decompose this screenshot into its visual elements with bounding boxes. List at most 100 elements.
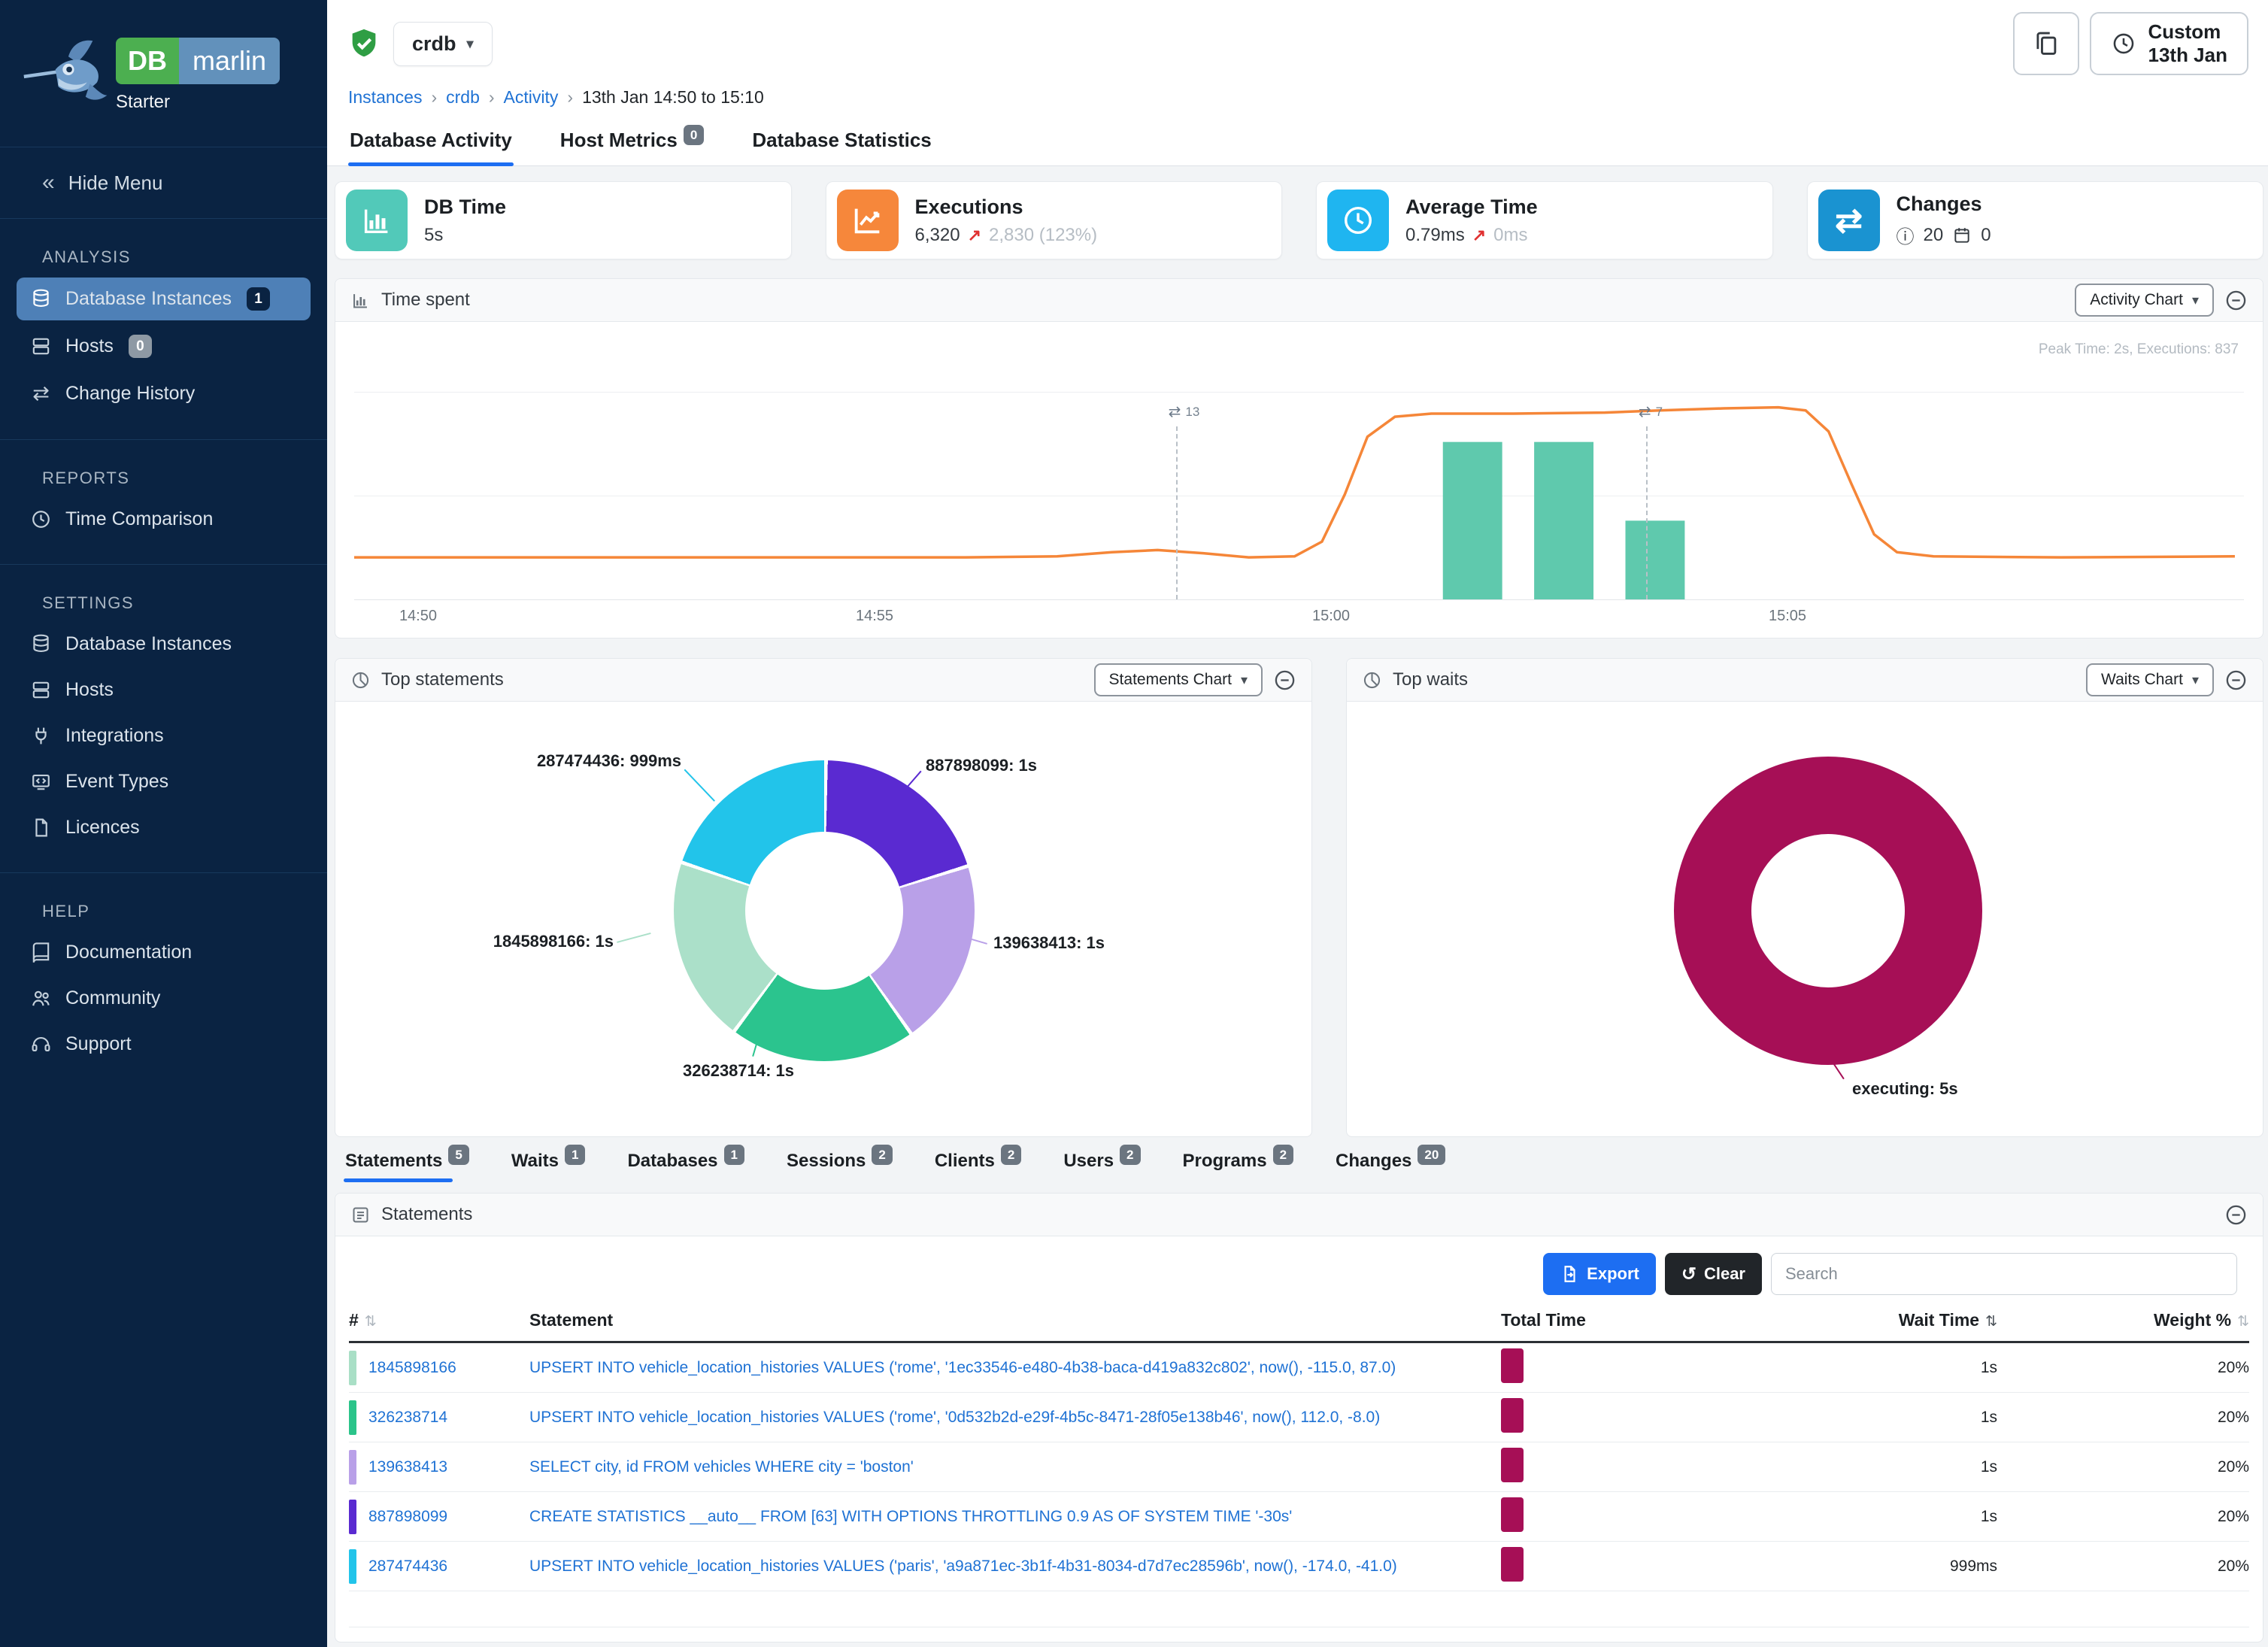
table-row[interactable]: 139638413 SELECT city, id FROM vehicles … (349, 1442, 2249, 1492)
column-header-id[interactable]: # ⇅ (349, 1310, 377, 1330)
statement-color-chip (349, 1449, 356, 1485)
sidebar-item-time-comparison[interactable]: Time Comparison (17, 499, 311, 540)
table-row[interactable]: 1845898166 UPSERT INTO vehicle_location_… (349, 1343, 2249, 1393)
total-time-bar (1501, 1397, 1524, 1433)
sidebar-item-label: Support (65, 1033, 132, 1054)
change-icon: ⇄ (1638, 404, 1651, 420)
statement-link[interactable]: UPSERT INTO vehicle_location_histories V… (529, 1358, 1396, 1376)
statement-link[interactable]: UPSERT INTO vehicle_location_histories V… (529, 1408, 1381, 1426)
bar-chart-icon (353, 293, 367, 308)
sidebar-item-database-instances[interactable]: Database Instances 1 (17, 278, 311, 320)
weight-cell: 20% (2217, 1408, 2249, 1426)
tab-statements[interactable]: Statements 5 (344, 1145, 471, 1182)
waits-donut-chart[interactable]: executing: 5s (1347, 702, 2263, 1136)
activity-line-chart (354, 363, 2244, 599)
sidebar-item-settings-hosts[interactable]: Hosts (17, 669, 311, 711)
panel-title: Time spent (381, 290, 470, 310)
x-axis-tick: 14:55 (855, 608, 894, 624)
instance-selector[interactable]: crdb ▾ (393, 21, 493, 66)
statements-donut-chart[interactable]: 287474436: 999ms 887898099: 1s 139638413… (335, 702, 1311, 1136)
statement-id-link[interactable]: 287474436 (368, 1557, 448, 1575)
sort-icon: ⇅ (1985, 1314, 1997, 1330)
tab-clients[interactable]: Clients 2 (933, 1145, 1023, 1182)
clear-button[interactable]: ↺ Clear (1664, 1253, 1762, 1295)
tab-users[interactable]: Users 2 (1062, 1145, 1142, 1182)
card-delta: 0ms (1493, 224, 1528, 245)
card-value: 20 (1923, 224, 1944, 245)
change-count: 13 (1185, 404, 1200, 419)
tab-databases[interactable]: Databases 1 (626, 1145, 746, 1182)
sidebar-item-integrations[interactable]: Integrations (17, 715, 311, 757)
export-icon (1564, 1266, 1575, 1282)
tab-programs[interactable]: Programs 2 (1181, 1145, 1296, 1182)
waits-chart-select[interactable]: Waits Chart ▾ (2086, 663, 2214, 696)
collapse-panel-icon[interactable] (2224, 289, 2248, 312)
sidebar-item-community[interactable]: Community (17, 978, 311, 1019)
statement-id-link[interactable]: 326238714 (368, 1408, 448, 1426)
copy-link-button[interactable] (2012, 12, 2079, 75)
statement-id-link[interactable]: 1845898166 (368, 1358, 456, 1376)
tab-host-metrics[interactable]: Host Metrics 0 (559, 120, 706, 165)
sidebar-item-licences[interactable]: Licences (17, 807, 311, 848)
statement-id-link[interactable]: 887898099 (368, 1507, 448, 1525)
card-delta: 2,830 (123%) (989, 224, 1098, 245)
column-header-weight[interactable]: Weight % ⇅ (2154, 1310, 2249, 1330)
statement-link[interactable]: SELECT city, id FROM vehicles WHERE city… (529, 1457, 914, 1476)
tab-label: Changes (1336, 1151, 1412, 1171)
statement-id-link[interactable]: 139638413 (368, 1457, 448, 1476)
sidebar-item-documentation[interactable]: Documentation (17, 932, 311, 973)
sidebar-item-label: Change History (65, 383, 196, 404)
tab-waits[interactable]: Waits 1 (510, 1145, 587, 1182)
tab-label: Database Statistics (752, 129, 932, 151)
collapse-panel-icon[interactable] (2224, 1203, 2248, 1227)
tab-label: Clients (934, 1151, 995, 1171)
activity-chart-select[interactable]: Activity Chart ▾ (2075, 284, 2214, 317)
tab-sessions[interactable]: Sessions 2 (785, 1145, 894, 1182)
sidebar-item-event-types[interactable]: Event Types (17, 761, 311, 802)
sidebar-item-change-history[interactable]: ⇄ Change History (17, 372, 311, 415)
breadcrumb-instances[interactable]: Instances (348, 87, 423, 107)
tab-badge: 2 (872, 1145, 893, 1165)
sidebar-item-hosts[interactable]: Hosts 0 (17, 325, 311, 368)
collapse-panel-icon[interactable] (1273, 669, 1296, 692)
tab-database-activity[interactable]: Database Activity (348, 120, 514, 166)
statements-donut[interactable] (674, 760, 975, 1061)
top-statements-panel: Top statements Statements Chart ▾ (335, 658, 1312, 1137)
breadcrumb-activity[interactable]: Activity (503, 87, 559, 107)
collapse-panel-icon[interactable] (2224, 669, 2248, 692)
table-row[interactable]: 887898099 CREATE STATISTICS __auto__ FRO… (349, 1492, 2249, 1542)
sidebar-item-settings-database-instances[interactable]: Database Instances (17, 623, 311, 665)
export-button[interactable]: Export (1543, 1253, 1656, 1295)
statements-chart-select[interactable]: Statements Chart ▾ (1093, 663, 1263, 696)
donut-label: 287474436: 999ms (536, 751, 681, 770)
statement-link[interactable]: UPSERT INTO vehicle_location_histories V… (529, 1557, 1397, 1575)
waits-donut[interactable] (1674, 757, 1982, 1065)
brand: DB marlin Starter (0, 0, 327, 147)
time-range-button[interactable]: Custom 13th Jan (2089, 12, 2248, 75)
breadcrumb-crdb[interactable]: crdb (446, 87, 480, 107)
swap-arrows-icon: ⇄ (32, 382, 50, 405)
statement-color-chip (349, 1548, 356, 1584)
table-row[interactable]: 326238714 UPSERT INTO vehicle_location_h… (349, 1393, 2249, 1442)
hide-menu-button[interactable]: « Hide Menu (0, 147, 327, 219)
card-average-time: Average Time 0.79ms ↗ 0ms (1316, 181, 1773, 259)
peak-note: Peak Time: 2s, Executions: 837 (2038, 341, 2239, 357)
wait-time-cell: 1s (1980, 1507, 1997, 1525)
column-header-statement[interactable]: Statement (529, 1310, 614, 1330)
table-row[interactable]: 287474436 UPSERT INTO vehicle_location_h… (349, 1542, 2249, 1591)
card-title: DB Time (424, 195, 507, 218)
column-header-total-time[interactable]: Total Time (1501, 1310, 1586, 1330)
weight-cell: 20% (2217, 1507, 2249, 1525)
time-spent-chart[interactable]: ⇄ 13 ⇄ 7 14:50 14:55 15:00 15:05 (354, 363, 2244, 624)
tab-database-statistics[interactable]: Database Statistics (750, 120, 932, 165)
x-axis-tick: 14:50 (399, 608, 437, 624)
plug-icon (35, 727, 47, 745)
sidebar-item-support[interactable]: Support (17, 1024, 311, 1065)
statements-panel: Statements Export ↺ Clear (335, 1193, 2263, 1642)
donut-label: 887898099: 1s (926, 756, 1038, 775)
statement-link[interactable]: CREATE STATISTICS __auto__ FROM [63] WIT… (529, 1507, 1293, 1525)
tab-changes[interactable]: Changes 20 (1334, 1145, 1447, 1182)
hide-menu-label: Hide Menu (68, 171, 163, 194)
column-header-wait-time[interactable]: Wait Time ⇅ (1898, 1310, 1997, 1330)
search-input[interactable] (1771, 1253, 2237, 1295)
